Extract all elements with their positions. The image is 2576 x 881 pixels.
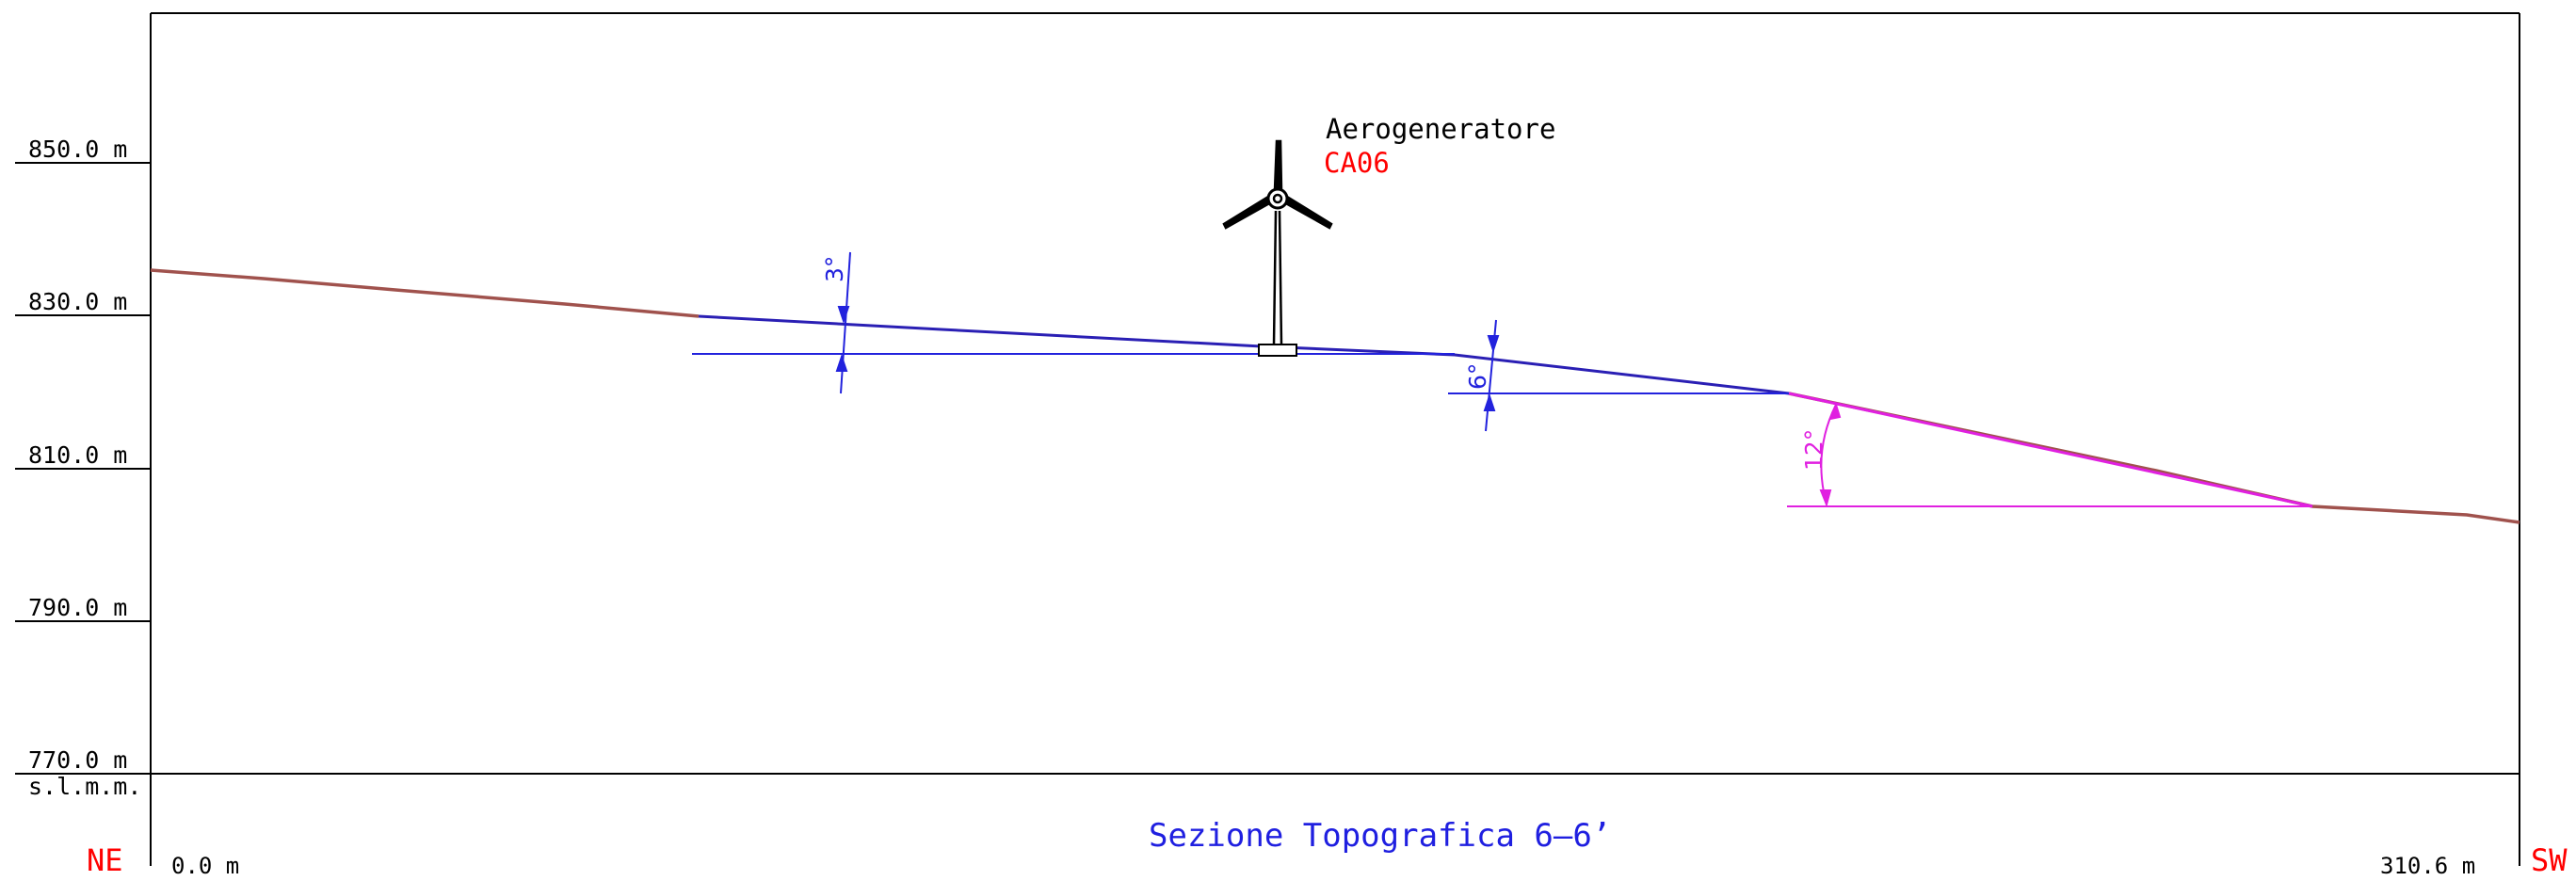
angle-label-6deg: 6° xyxy=(1464,363,1491,390)
elevation-axis xyxy=(15,162,151,775)
angle-marker-6deg xyxy=(1483,319,1500,432)
distance-start: 0.0 m xyxy=(171,853,239,879)
section-frame xyxy=(150,12,2520,866)
turbine-foundation xyxy=(1258,344,1297,357)
turbine-blade-up xyxy=(1273,139,1283,192)
angle-label-12deg: 12° xyxy=(1800,429,1827,471)
turbine-tower-left xyxy=(1272,210,1278,345)
section-title: Sezione Topografica 6–6’ xyxy=(1149,817,1611,855)
turbine-blade-right xyxy=(1282,195,1333,230)
angle-label-3deg: 3° xyxy=(821,256,848,282)
elevation-label: 790.0 m xyxy=(28,594,127,621)
terrain-profile-left xyxy=(150,268,700,318)
angle-marker-3deg xyxy=(835,251,851,394)
elevation-label: 810.0 m xyxy=(28,441,127,469)
angle-arrowhead xyxy=(1487,335,1500,354)
angle-arrowhead xyxy=(1828,401,1842,421)
turbine-id: CA06 xyxy=(1324,147,1390,179)
turbine-blade-left xyxy=(1222,195,1273,230)
turbine-hub-center xyxy=(1272,193,1283,204)
angle-arrowhead xyxy=(837,306,850,325)
elevation-label: 770.0 m xyxy=(28,746,127,774)
angle-arrowhead xyxy=(1483,392,1496,411)
angle-arrowhead xyxy=(835,353,848,372)
elevation-label: 850.0 m xyxy=(28,136,127,163)
angle-arrowhead xyxy=(1819,489,1832,508)
turbine-tower-right xyxy=(1278,210,1283,345)
wind-turbine-icon xyxy=(1222,139,1333,357)
angle-marker-12deg xyxy=(1819,401,1842,508)
terrain-profile-right xyxy=(1788,392,2520,524)
turbine-label: Aerogeneratore xyxy=(1326,113,1555,145)
direction-left: NE xyxy=(87,842,123,878)
slope-profile-steep xyxy=(1788,392,2313,508)
distance-end: 310.6 m xyxy=(2380,853,2475,879)
elevation-label: 830.0 m xyxy=(28,288,127,315)
direction-right: SW xyxy=(2531,842,2568,878)
datum-label: s.l.m.m. xyxy=(28,773,141,800)
